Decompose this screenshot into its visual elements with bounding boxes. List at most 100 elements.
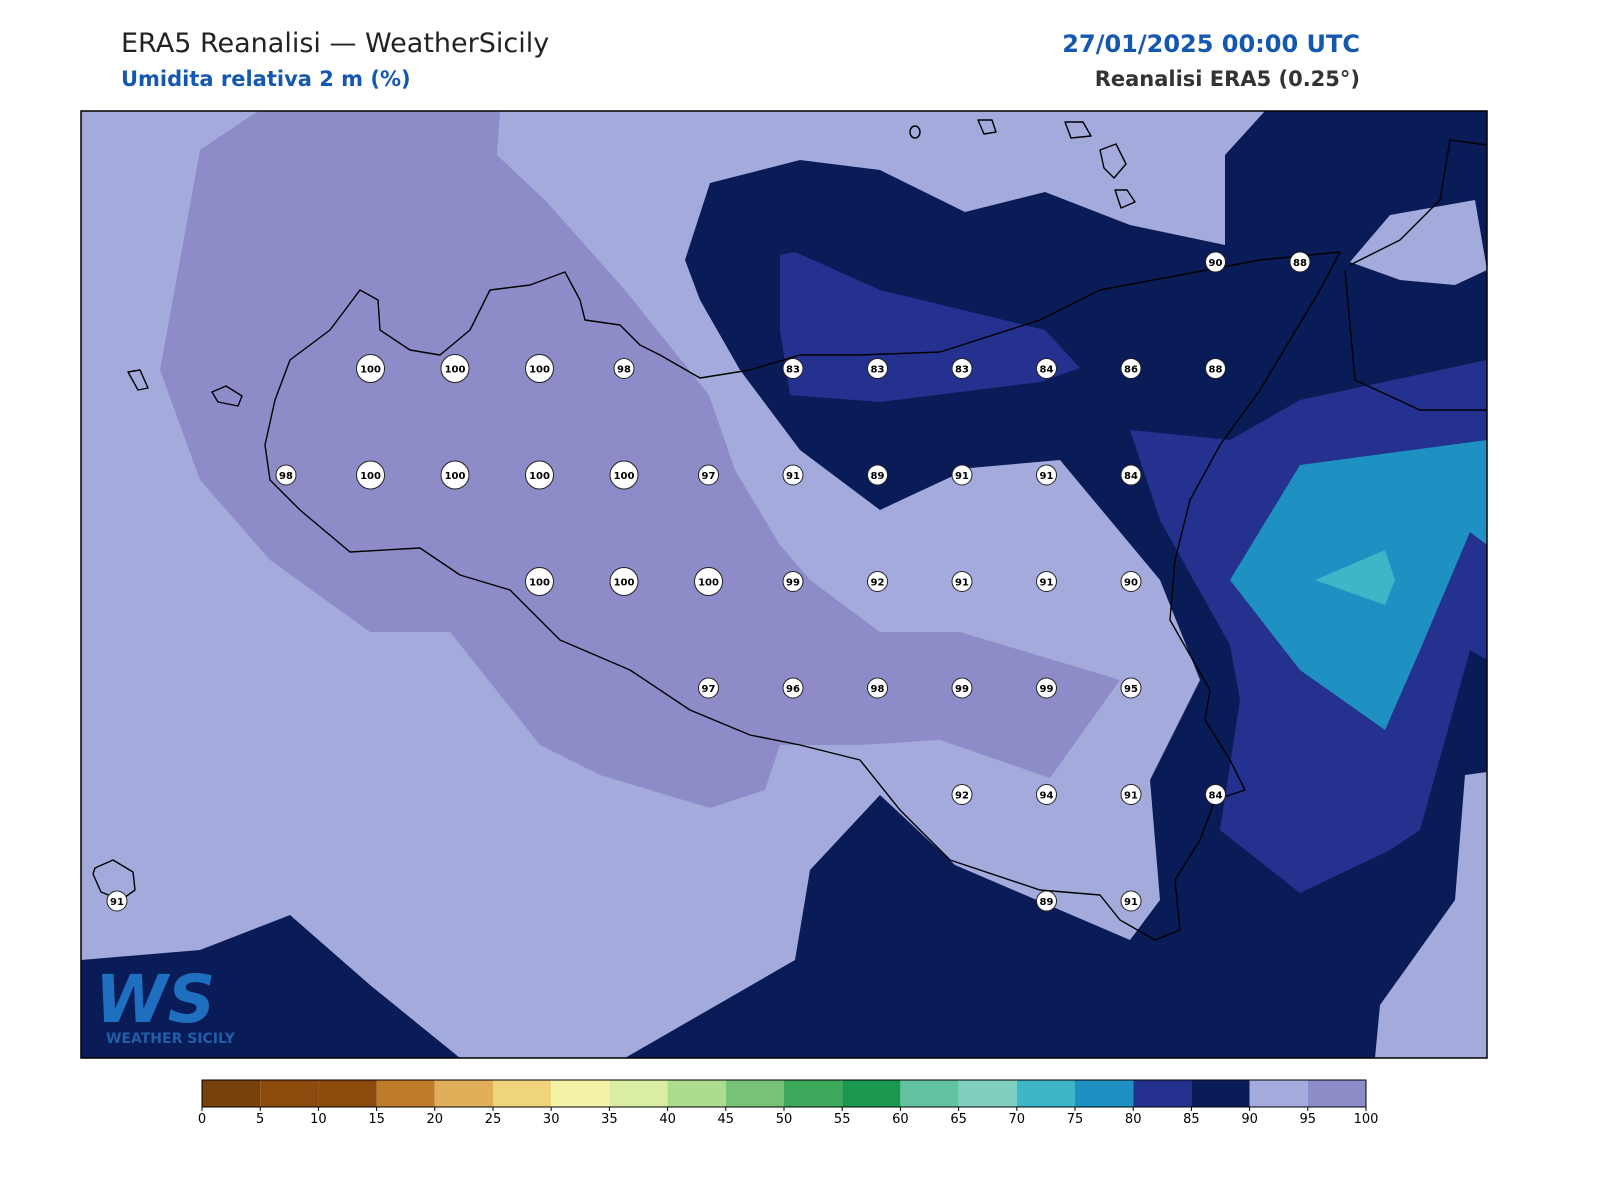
colorbar-bin bbox=[202, 1080, 261, 1107]
station-value: 100 bbox=[698, 578, 719, 589]
colorbar-bin bbox=[1016, 1080, 1075, 1107]
station-marker bbox=[525, 354, 554, 383]
colorbar-bin bbox=[1249, 1080, 1308, 1107]
station-value: 96 bbox=[786, 684, 800, 695]
colorbar-bin bbox=[667, 1080, 726, 1107]
station-marker bbox=[613, 358, 635, 379]
coastline bbox=[1344, 139, 1487, 411]
colorbar-bin bbox=[1133, 1080, 1192, 1107]
colorbar-tick-label: 85 bbox=[1183, 1112, 1200, 1127]
station-marker bbox=[1036, 784, 1057, 805]
station-value: 91 bbox=[786, 471, 800, 482]
station-marker bbox=[867, 358, 888, 379]
station-value: 91 bbox=[1124, 791, 1138, 802]
colorbar-tick-label: 55 bbox=[834, 1112, 851, 1127]
station-marker bbox=[1120, 784, 1142, 805]
station-value: 100 bbox=[360, 365, 381, 376]
station-value: 92 bbox=[871, 578, 885, 589]
station-marker bbox=[782, 571, 804, 592]
station-value: 90 bbox=[1209, 258, 1223, 269]
station-value: 89 bbox=[1040, 897, 1054, 908]
station-marker bbox=[609, 567, 639, 596]
colorbar-tick-label: 5 bbox=[256, 1112, 264, 1127]
colorbar-bin bbox=[1191, 1080, 1250, 1107]
station-value: 100 bbox=[529, 471, 550, 482]
station-value: 98 bbox=[617, 365, 631, 376]
station-marker bbox=[440, 354, 470, 383]
station-value: 91 bbox=[1124, 897, 1138, 908]
station-value: 98 bbox=[871, 684, 885, 695]
station-value: 95 bbox=[1124, 684, 1138, 695]
station-marker bbox=[1120, 358, 1142, 379]
station-value: 89 bbox=[871, 471, 885, 482]
colorbar-tick-label: 15 bbox=[368, 1112, 385, 1127]
station-value: 84 bbox=[1040, 365, 1054, 376]
station-value: 91 bbox=[1040, 578, 1054, 589]
station-marker bbox=[525, 460, 554, 490]
station-value: 99 bbox=[1040, 684, 1054, 695]
station-value: 83 bbox=[955, 365, 969, 376]
coastline bbox=[264, 251, 1341, 941]
station-marker bbox=[440, 460, 470, 490]
subtitle: Umidita relativa 2 m (%) bbox=[121, 67, 411, 91]
station-value: 99 bbox=[786, 578, 800, 589]
datetime: 27/01/2025 00:00 UTC bbox=[1062, 30, 1360, 58]
colorbar-tick-label: 20 bbox=[427, 1112, 444, 1127]
colorbar-tick-label: 50 bbox=[776, 1112, 793, 1127]
station-value: 92 bbox=[955, 791, 969, 802]
colorbar-bin bbox=[551, 1080, 610, 1107]
colorbar-bin bbox=[784, 1080, 843, 1107]
map-frame bbox=[80, 110, 1488, 1059]
colorbar-tick-label: 65 bbox=[950, 1112, 967, 1127]
station-value: 97 bbox=[702, 684, 716, 695]
station-marker bbox=[275, 464, 297, 486]
colorbar-tick-label: 40 bbox=[659, 1112, 676, 1127]
colorbar-bin bbox=[260, 1080, 319, 1107]
station-value: 99 bbox=[955, 684, 969, 695]
station-value: 100 bbox=[614, 578, 635, 589]
station-value: 100 bbox=[445, 471, 466, 482]
colorbar-bin bbox=[842, 1080, 901, 1107]
station-value: 91 bbox=[110, 897, 124, 908]
colorbar-bin bbox=[609, 1080, 668, 1107]
station-marker bbox=[1036, 358, 1057, 379]
station-marker bbox=[782, 677, 804, 699]
field bbox=[1375, 772, 1487, 1058]
colorbar-tick-label: 70 bbox=[1009, 1112, 1026, 1127]
station-value: 88 bbox=[1209, 365, 1223, 376]
station-marker bbox=[698, 464, 719, 486]
station-marker bbox=[1120, 677, 1142, 699]
station-marker bbox=[106, 890, 128, 912]
station-marker bbox=[867, 571, 888, 592]
station-marker bbox=[1205, 251, 1226, 273]
station-marker bbox=[698, 677, 719, 699]
colorbar-bin bbox=[900, 1080, 959, 1107]
station-value: 100 bbox=[529, 365, 550, 376]
station-marker bbox=[1205, 784, 1226, 805]
station-marker bbox=[951, 464, 973, 486]
colorbar-tick-label: 30 bbox=[543, 1112, 560, 1127]
station-value: 88 bbox=[1293, 258, 1307, 269]
colorbar-tick-label: 75 bbox=[1067, 1112, 1084, 1127]
station-marker bbox=[609, 460, 639, 490]
station-marker bbox=[1120, 571, 1142, 592]
station-marker bbox=[1036, 464, 1057, 486]
station-marker bbox=[951, 571, 973, 592]
logo-name: WEATHER SICILY bbox=[106, 1031, 236, 1047]
station-marker bbox=[782, 358, 804, 379]
colorbar-tick-label: 45 bbox=[718, 1112, 735, 1127]
station-value: 100 bbox=[529, 578, 550, 589]
field bbox=[780, 252, 1080, 402]
station-value: 100 bbox=[360, 471, 381, 482]
colorbar-tick-label: 25 bbox=[485, 1112, 502, 1127]
colorbar-tick-label: 90 bbox=[1241, 1112, 1258, 1127]
colorbar-bin bbox=[493, 1080, 552, 1107]
station-value: 91 bbox=[1040, 471, 1054, 482]
station-marker bbox=[867, 677, 888, 699]
station-marker bbox=[782, 464, 804, 486]
station-marker bbox=[867, 464, 888, 486]
station-marker bbox=[1289, 251, 1311, 273]
colorbar-bin bbox=[1307, 1080, 1366, 1107]
station-marker bbox=[951, 358, 973, 379]
